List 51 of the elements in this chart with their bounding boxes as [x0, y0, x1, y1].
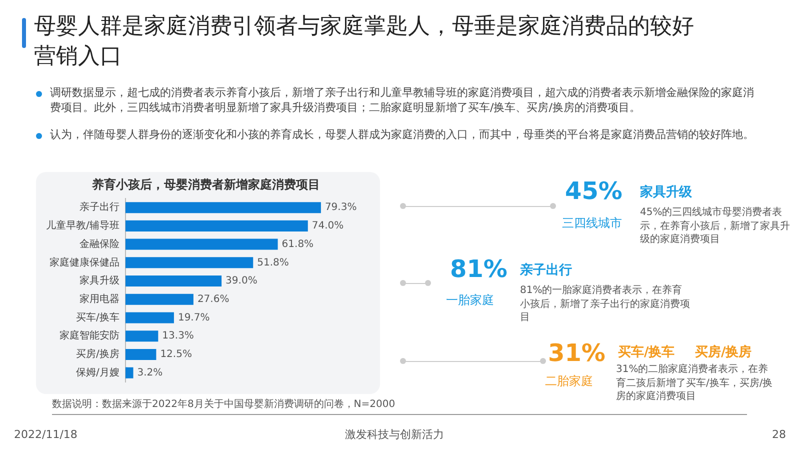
text: 31%	[548, 339, 606, 367]
text: 28	[772, 428, 787, 443]
data-label: 12.5%	[160, 349, 192, 360]
text: 81%的一胎家庭消费者表示，在养育小孩后，新增了亲子出行的家庭消费项目	[520, 284, 690, 324]
data-label: 51.8%	[257, 257, 289, 268]
y-tick-label: 金融保险	[79, 238, 120, 250]
bar	[125, 330, 158, 342]
data-label: 19.7%	[178, 312, 210, 324]
bar	[125, 367, 134, 378]
text: 一胎家庭	[446, 292, 495, 308]
data-label: 27.6%	[197, 294, 230, 305]
y-tick-label: 保姆/月嫂	[76, 367, 120, 378]
y-tick-label: 儿童早教/辅导班	[46, 220, 120, 232]
y-tick-label: 家庭健康保健品	[49, 256, 120, 268]
y-tick-label: 家用电器	[79, 292, 120, 305]
bar	[125, 220, 308, 232]
bar	[125, 348, 156, 360]
bar	[125, 276, 222, 287]
data-label: 79.3%	[324, 202, 357, 214]
data-label: 39.0%	[226, 276, 258, 287]
bar	[125, 202, 321, 214]
text: 二胎家庭	[545, 373, 594, 390]
text: 81%	[450, 255, 508, 283]
data-label: 74.0%	[312, 220, 344, 232]
chart-title: 养育小孩后，母婴消费者新增家庭消费项目	[91, 177, 320, 192]
text: 数据说明：数据来源于2022年8月关于中国母婴新消费调研的问卷，N=2000	[52, 399, 396, 410]
text: 2022/11/18	[14, 428, 78, 443]
text: 家具升级	[640, 184, 693, 202]
text: 31%的二胎家庭消费者表示，在养育二孩后新增了买车/换车，买房/换房的家庭消费项目	[616, 363, 774, 404]
y-tick-label: 家具升级	[79, 274, 120, 287]
bar	[125, 257, 254, 268]
data-label: 3.2%	[137, 367, 163, 378]
data-label: 13.3%	[162, 330, 194, 342]
bar	[125, 312, 174, 324]
text: 45%	[565, 177, 624, 205]
y-tick-label: 买房/换房	[76, 348, 120, 360]
text: 激发科技与创新活力	[345, 428, 445, 443]
text: 母婴人群是家庭消费引领者与家庭掌匙人，母垂是家庭消费品的较好营销入口	[34, 13, 694, 71]
text: 45%的三四线城市母婴消费者表示，在养育小孩后，新增了家具升级的家庭消费项目	[640, 206, 790, 246]
text: 买车/换车	[618, 344, 676, 362]
data-label: 61.8%	[282, 238, 314, 250]
text: 买房/换房	[695, 344, 753, 362]
text: 三四线城市	[562, 216, 622, 230]
text: 认为，伴随母婴人群身份的逐渐变化和小孩的养育成长，母婴人群成为家庭消费的入口，而其中，母垂类的平台将是家庭消费品营销的较好阵地。	[50, 128, 755, 143]
bar	[125, 238, 278, 250]
text: 调研数据显示，超七成的消费者表示养育小孩后，新增了亲子出行和儿童早教辅导班的家庭消费项目，超六成的消费者表示新增金融保险的家庭消费项目。此外，三四线城市消费者明显新增了家具升级消费项目；二胎家庭明显新增了买车/换车、买房/换房的消费项目。	[50, 86, 755, 116]
y-tick-label: 家庭智能安防	[59, 330, 120, 342]
y-tick-label: 亲子出行	[79, 201, 120, 214]
y-tick-label: 买车/换车	[76, 311, 120, 324]
text: 亲子出行	[520, 262, 573, 280]
bar	[125, 294, 194, 305]
